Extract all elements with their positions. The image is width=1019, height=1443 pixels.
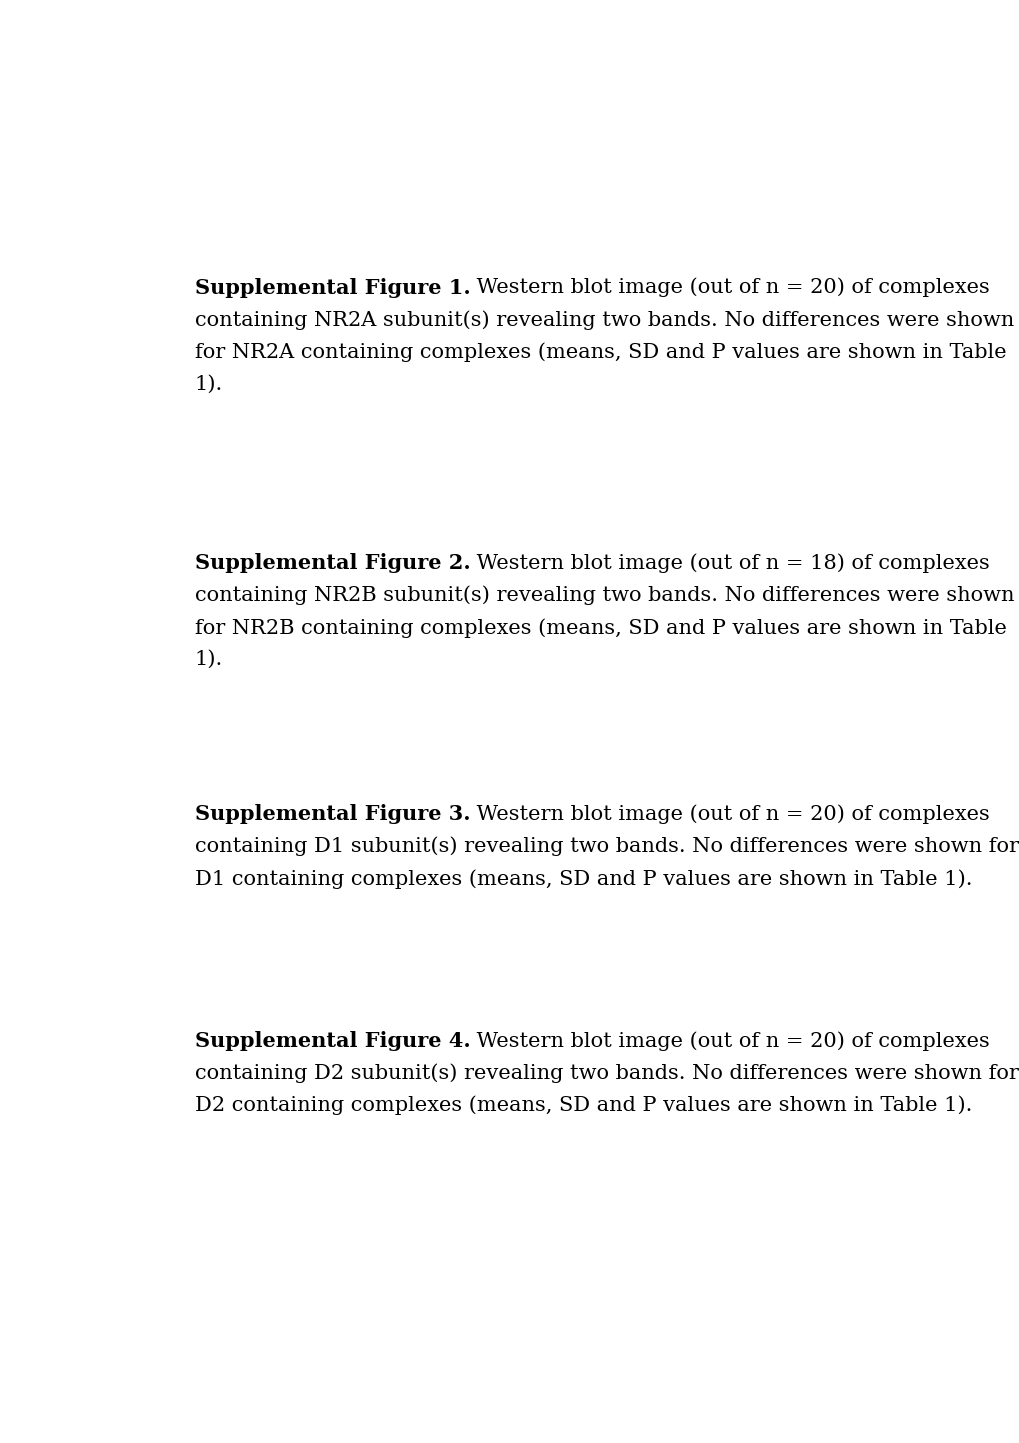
Text: D2 containing complexes (means, SD and P values are shown in Table 1).: D2 containing complexes (means, SD and P… xyxy=(195,1095,971,1115)
Text: 1).: 1). xyxy=(195,375,223,394)
Text: Supplemental Figure 2.: Supplemental Figure 2. xyxy=(195,553,470,573)
Text: containing NR2B subunit(s) revealing two bands. No differences were shown: containing NR2B subunit(s) revealing two… xyxy=(195,586,1013,605)
Text: containing D1 subunit(s) revealing two bands. No differences were shown for: containing D1 subunit(s) revealing two b… xyxy=(195,837,1018,856)
Text: Supplemental Figure 1.: Supplemental Figure 1. xyxy=(195,277,470,297)
Text: Supplemental Figure 3.: Supplemental Figure 3. xyxy=(195,804,470,824)
Text: 1).: 1). xyxy=(195,651,223,670)
Text: D1 containing complexes (means, SD and P values are shown in Table 1).: D1 containing complexes (means, SD and P… xyxy=(195,869,971,889)
Text: containing NR2A subunit(s) revealing two bands. No differences were shown: containing NR2A subunit(s) revealing two… xyxy=(195,310,1013,329)
Text: Western blot image (out of n = 20) of complexes: Western blot image (out of n = 20) of co… xyxy=(470,277,989,297)
Text: Western blot image (out of n = 18) of complexes: Western blot image (out of n = 18) of co… xyxy=(470,553,989,573)
Text: for NR2B containing complexes (means, SD and P values are shown in Table: for NR2B containing complexes (means, SD… xyxy=(195,618,1006,638)
Text: for NR2A containing complexes (means, SD and P values are shown in Table: for NR2A containing complexes (means, SD… xyxy=(195,342,1006,362)
Text: Supplemental Figure 4.: Supplemental Figure 4. xyxy=(195,1030,470,1051)
Text: Western blot image (out of n = 20) of complexes: Western blot image (out of n = 20) of co… xyxy=(470,1030,989,1051)
Text: Western blot image (out of n = 20) of complexes: Western blot image (out of n = 20) of co… xyxy=(470,804,989,824)
Text: containing D2 subunit(s) revealing two bands. No differences were shown for: containing D2 subunit(s) revealing two b… xyxy=(195,1063,1018,1082)
